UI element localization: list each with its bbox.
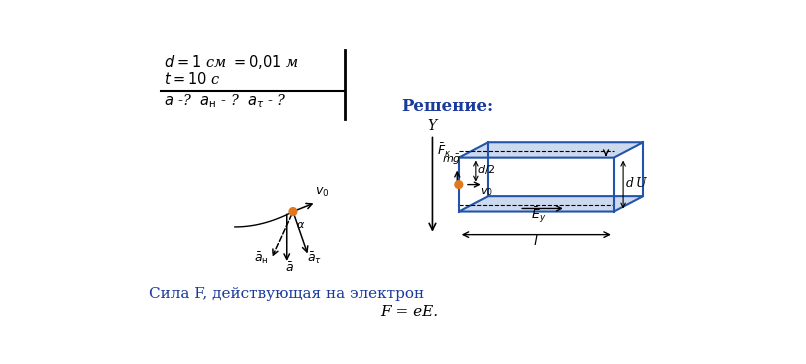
Text: $t = 10$ с: $t = 10$ с — [164, 71, 221, 87]
Text: $\alpha$: $\alpha$ — [296, 221, 305, 230]
Text: $a$ -?  $a_\mathrm{н}$ - ?  $a_\tau$ - ?: $a$ -? $a_\mathrm{н}$ - ? $a_\tau$ - ? — [164, 92, 287, 110]
Text: $d = 1$ см $= 0{,}01$ м: $d = 1$ см $= 0{,}01$ м — [164, 53, 299, 71]
Text: $\bar{a}_\tau$: $\bar{a}_\tau$ — [307, 250, 322, 266]
Text: Сила F, действующая на электрон: Сила F, действующая на электрон — [149, 287, 424, 301]
Text: $\bar{F}_\kappa$: $\bar{F}_\kappa$ — [437, 141, 451, 159]
Text: Y: Y — [428, 119, 437, 133]
Circle shape — [455, 181, 463, 189]
Polygon shape — [459, 196, 643, 211]
Polygon shape — [459, 142, 643, 158]
Text: $l$: $l$ — [534, 233, 539, 248]
Circle shape — [289, 208, 297, 215]
Text: $\bar{a}$: $\bar{a}$ — [285, 261, 294, 274]
Text: $v_0$: $v_0$ — [480, 186, 493, 198]
Text: $m\bar{g}$: $m\bar{g}$ — [442, 153, 461, 167]
Text: $d/2$: $d/2$ — [477, 163, 496, 176]
Text: $\bar{E}_y$: $\bar{E}_y$ — [531, 205, 546, 225]
Text: F = eE.: F = eE. — [380, 305, 438, 319]
Text: $v_0$: $v_0$ — [314, 186, 329, 199]
Text: U: U — [635, 177, 646, 190]
Text: $\bar{a}_\mathrm{н}$: $\bar{a}_\mathrm{н}$ — [254, 250, 269, 266]
Text: d: d — [626, 177, 634, 190]
Text: Решение:: Решение: — [401, 98, 493, 115]
